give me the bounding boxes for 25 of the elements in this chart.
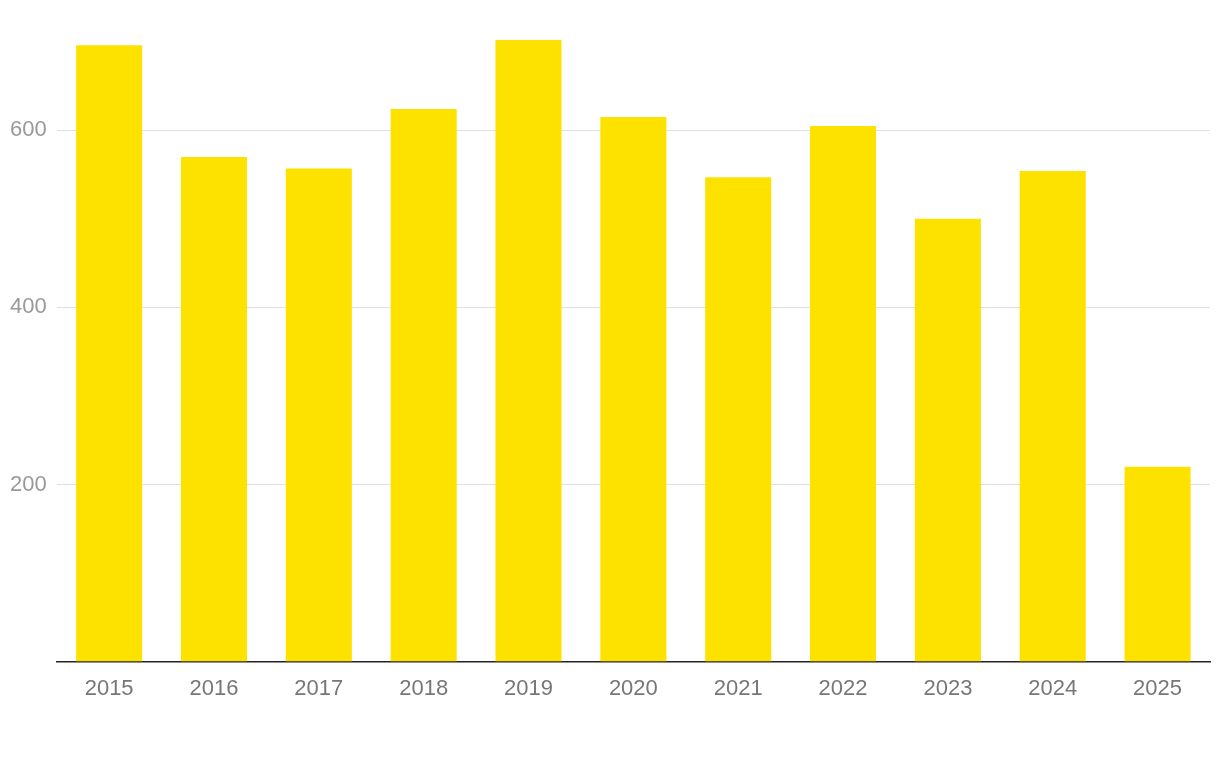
bar	[180, 156, 247, 662]
bar	[810, 125, 877, 662]
x-tick-label: 2015	[84, 674, 134, 700]
y-tick-label: 400	[9, 293, 47, 319]
bar	[914, 218, 981, 662]
x-tick-label: 2024	[1028, 674, 1078, 700]
bar	[600, 117, 667, 662]
x-tick-label: 2017	[294, 674, 344, 700]
x-tick-label: 2016	[189, 674, 239, 700]
x-tick-label: 2021	[713, 674, 763, 700]
x-tick-label: 2025	[1133, 674, 1183, 700]
bar	[285, 168, 352, 662]
bar	[705, 177, 772, 662]
bar	[1124, 466, 1191, 662]
bar	[1019, 171, 1086, 662]
x-tick-label: 2022	[818, 674, 868, 700]
x-tick-label: 2020	[608, 674, 658, 700]
y-tick-label: 200	[9, 470, 47, 496]
bar	[390, 109, 457, 662]
bar	[495, 40, 562, 662]
y-tick-label: 600	[9, 116, 47, 142]
x-tick-label: 2023	[923, 674, 973, 700]
bar	[76, 45, 143, 662]
x-tick-label: 2018	[399, 674, 449, 700]
x-tick-label: 2019	[504, 674, 553, 700]
